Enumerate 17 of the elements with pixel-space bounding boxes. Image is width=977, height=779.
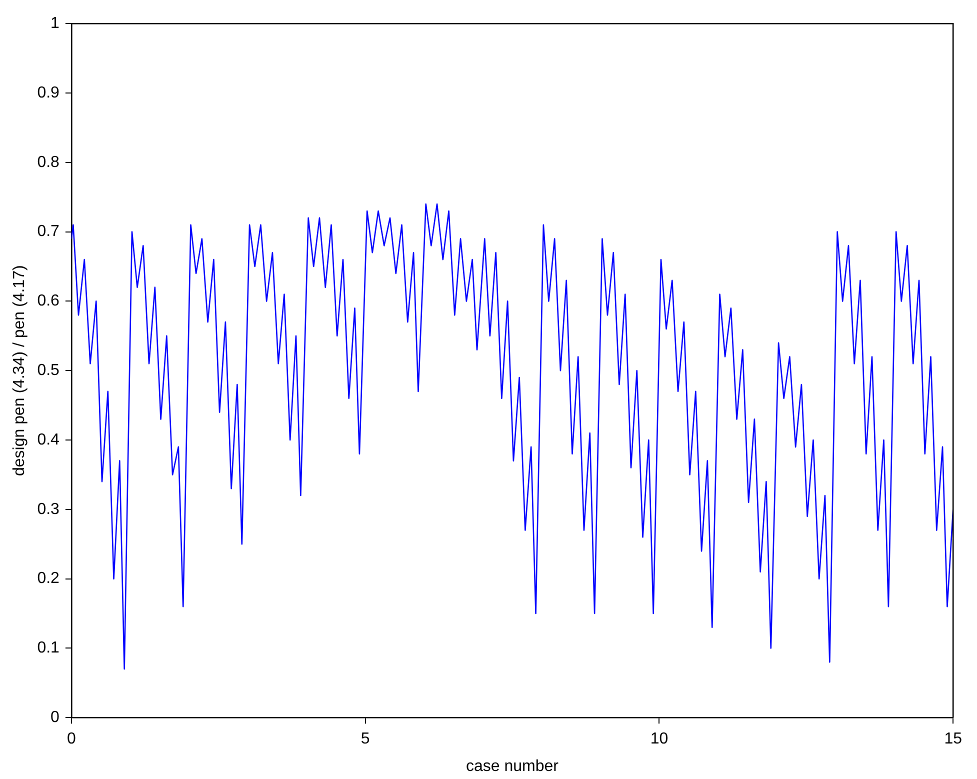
y-tick-label: 0 [50, 709, 60, 726]
y-tick-label: 0.1 [37, 640, 60, 657]
y-tick-label: 1 [50, 15, 60, 32]
x-tick-label: 15 [944, 730, 962, 748]
y-tick-label: 0.9 [37, 84, 60, 102]
y-axis-title: design pen (4.34) / pen (4.17) [11, 265, 28, 476]
x-tick-label: 10 [650, 730, 668, 748]
y-tick-label: 0.6 [37, 292, 60, 310]
y-tick-label: 0.8 [37, 154, 60, 171]
y-tick-label: 0.3 [37, 500, 60, 518]
x-tick-label: 0 [66, 730, 76, 748]
y-tick-label: 0.4 [37, 431, 60, 448]
y-tick-label: 0.2 [37, 570, 60, 588]
x-axis-title: case number [466, 758, 560, 775]
y-tick-label: 0.5 [37, 362, 60, 380]
y-tick-label: 0.7 [37, 223, 60, 240]
x-tick-label: 5 [360, 730, 370, 748]
